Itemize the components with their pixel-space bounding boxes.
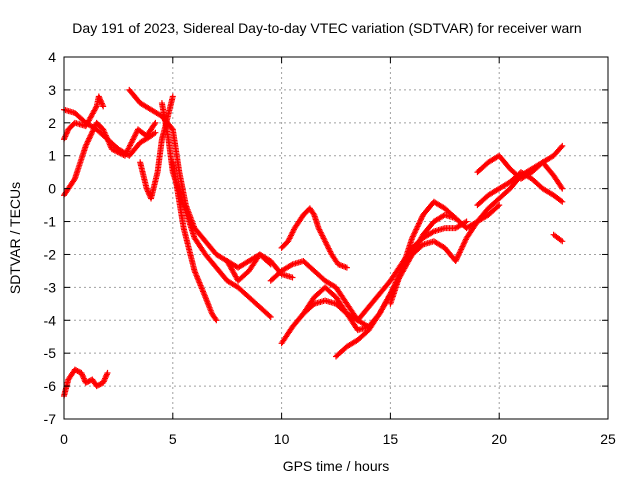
data-points xyxy=(61,86,566,399)
y-tick-label: 4 xyxy=(48,49,56,65)
data-point xyxy=(213,317,220,324)
data-point xyxy=(496,202,503,209)
y-tick-label: 0 xyxy=(48,181,56,197)
x-tick-label: 15 xyxy=(383,431,399,447)
x-tick-label: 5 xyxy=(169,431,177,447)
y-tick-label: -2 xyxy=(44,246,57,262)
data-point xyxy=(558,197,565,204)
data-point xyxy=(559,198,566,205)
data-point xyxy=(494,203,501,210)
y-tick-label: -5 xyxy=(44,345,57,361)
x-tick-label: 20 xyxy=(491,431,507,447)
data-point xyxy=(96,381,103,388)
x-tick-label: 25 xyxy=(600,431,616,447)
data-point xyxy=(266,312,273,319)
data-point xyxy=(559,238,566,245)
data-point xyxy=(558,144,565,151)
data-point xyxy=(84,379,91,386)
y-tick-label: 2 xyxy=(48,115,56,131)
series-track-p xyxy=(474,152,566,192)
data-point xyxy=(463,218,470,225)
plot-border xyxy=(63,56,609,420)
data-point xyxy=(74,367,81,374)
series-track-i xyxy=(235,284,274,320)
series-track-c xyxy=(61,106,159,159)
data-point xyxy=(75,368,82,375)
series-track-q xyxy=(474,169,566,209)
data-point xyxy=(343,264,350,271)
data-point xyxy=(429,229,436,236)
y-axis-ticks: -7 -6 -5 -4 -3 -2 -1 0 1 2 3 4 xyxy=(44,49,608,427)
data-point xyxy=(94,382,101,389)
series-track-r xyxy=(550,231,566,245)
y-tick-label: -1 xyxy=(44,214,57,230)
data-point xyxy=(267,313,274,320)
data-point xyxy=(168,125,175,132)
data-point xyxy=(289,274,296,281)
data-point xyxy=(288,262,295,269)
data-point xyxy=(559,185,566,192)
data-point xyxy=(82,379,89,386)
data-point xyxy=(104,369,111,376)
data-point xyxy=(151,121,158,128)
data-point xyxy=(310,210,317,217)
data-point xyxy=(169,93,176,100)
x-axis-label: GPS time / hours xyxy=(283,458,390,474)
series-track-g xyxy=(169,159,220,324)
series-track-j xyxy=(278,205,350,271)
series-track-o xyxy=(387,142,566,307)
y-tick-label: 3 xyxy=(48,82,56,98)
y-tick-label: -4 xyxy=(44,312,57,328)
data-point xyxy=(100,103,107,110)
series-track-d xyxy=(137,93,176,202)
y-axis-label: SDTVAR / TECUs xyxy=(7,182,23,294)
data-point xyxy=(152,119,159,126)
x-tick-label: 0 xyxy=(60,431,68,447)
data-point xyxy=(558,184,565,191)
y-tick-label: -6 xyxy=(44,378,57,394)
data-point xyxy=(85,378,92,385)
data-point xyxy=(73,367,80,374)
grid xyxy=(64,57,608,419)
x-tick-label: 10 xyxy=(274,431,290,447)
x-axis-ticks: 0 5 10 15 20 25 xyxy=(60,57,616,447)
y-tick-label: -7 xyxy=(44,411,57,427)
y-tick-label: 1 xyxy=(48,148,56,164)
data-point xyxy=(93,383,100,390)
data-point xyxy=(71,366,78,373)
chart-title: Day 191 of 2023, Sidereal Day-to-day VTE… xyxy=(72,20,581,36)
data-point xyxy=(97,381,104,388)
y-tick-label: -3 xyxy=(44,279,57,295)
series-track-s xyxy=(61,366,111,399)
data-point xyxy=(559,142,566,149)
data-point xyxy=(212,315,219,322)
data-point xyxy=(152,129,159,136)
